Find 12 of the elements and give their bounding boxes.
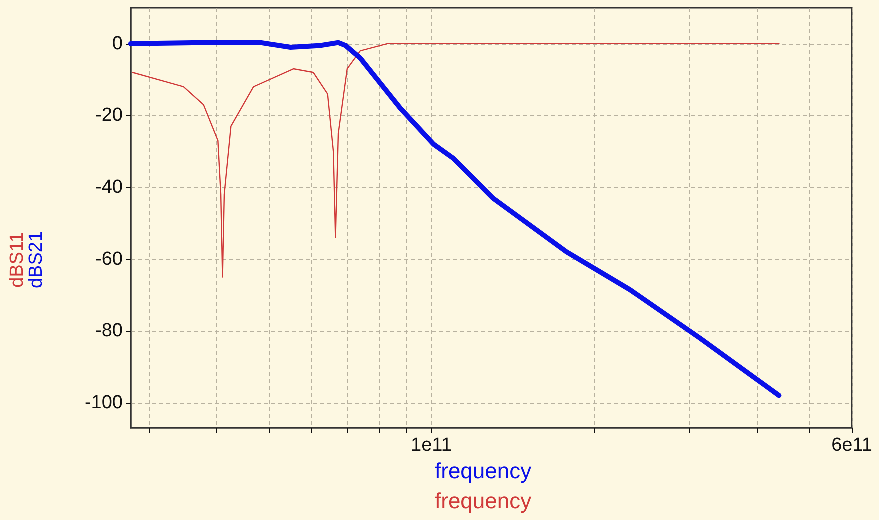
text: frequency: [435, 488, 532, 514]
y-tick-label: -40: [96, 176, 123, 198]
y-tick-label: -100: [84, 392, 123, 414]
y-tick-label: 0: [112, 33, 123, 54]
x-tick-label: 1e11: [411, 435, 452, 456]
text: dBS11: [7, 232, 28, 288]
y-tick-label: -60: [96, 248, 123, 270]
text: dBS21: [26, 231, 47, 289]
x-axis-title: frequency: [435, 458, 532, 484]
y-tick-label: -20: [96, 105, 123, 126]
x-tick-label: 6e11: [832, 435, 872, 456]
y-tick-label: -80: [96, 320, 123, 342]
